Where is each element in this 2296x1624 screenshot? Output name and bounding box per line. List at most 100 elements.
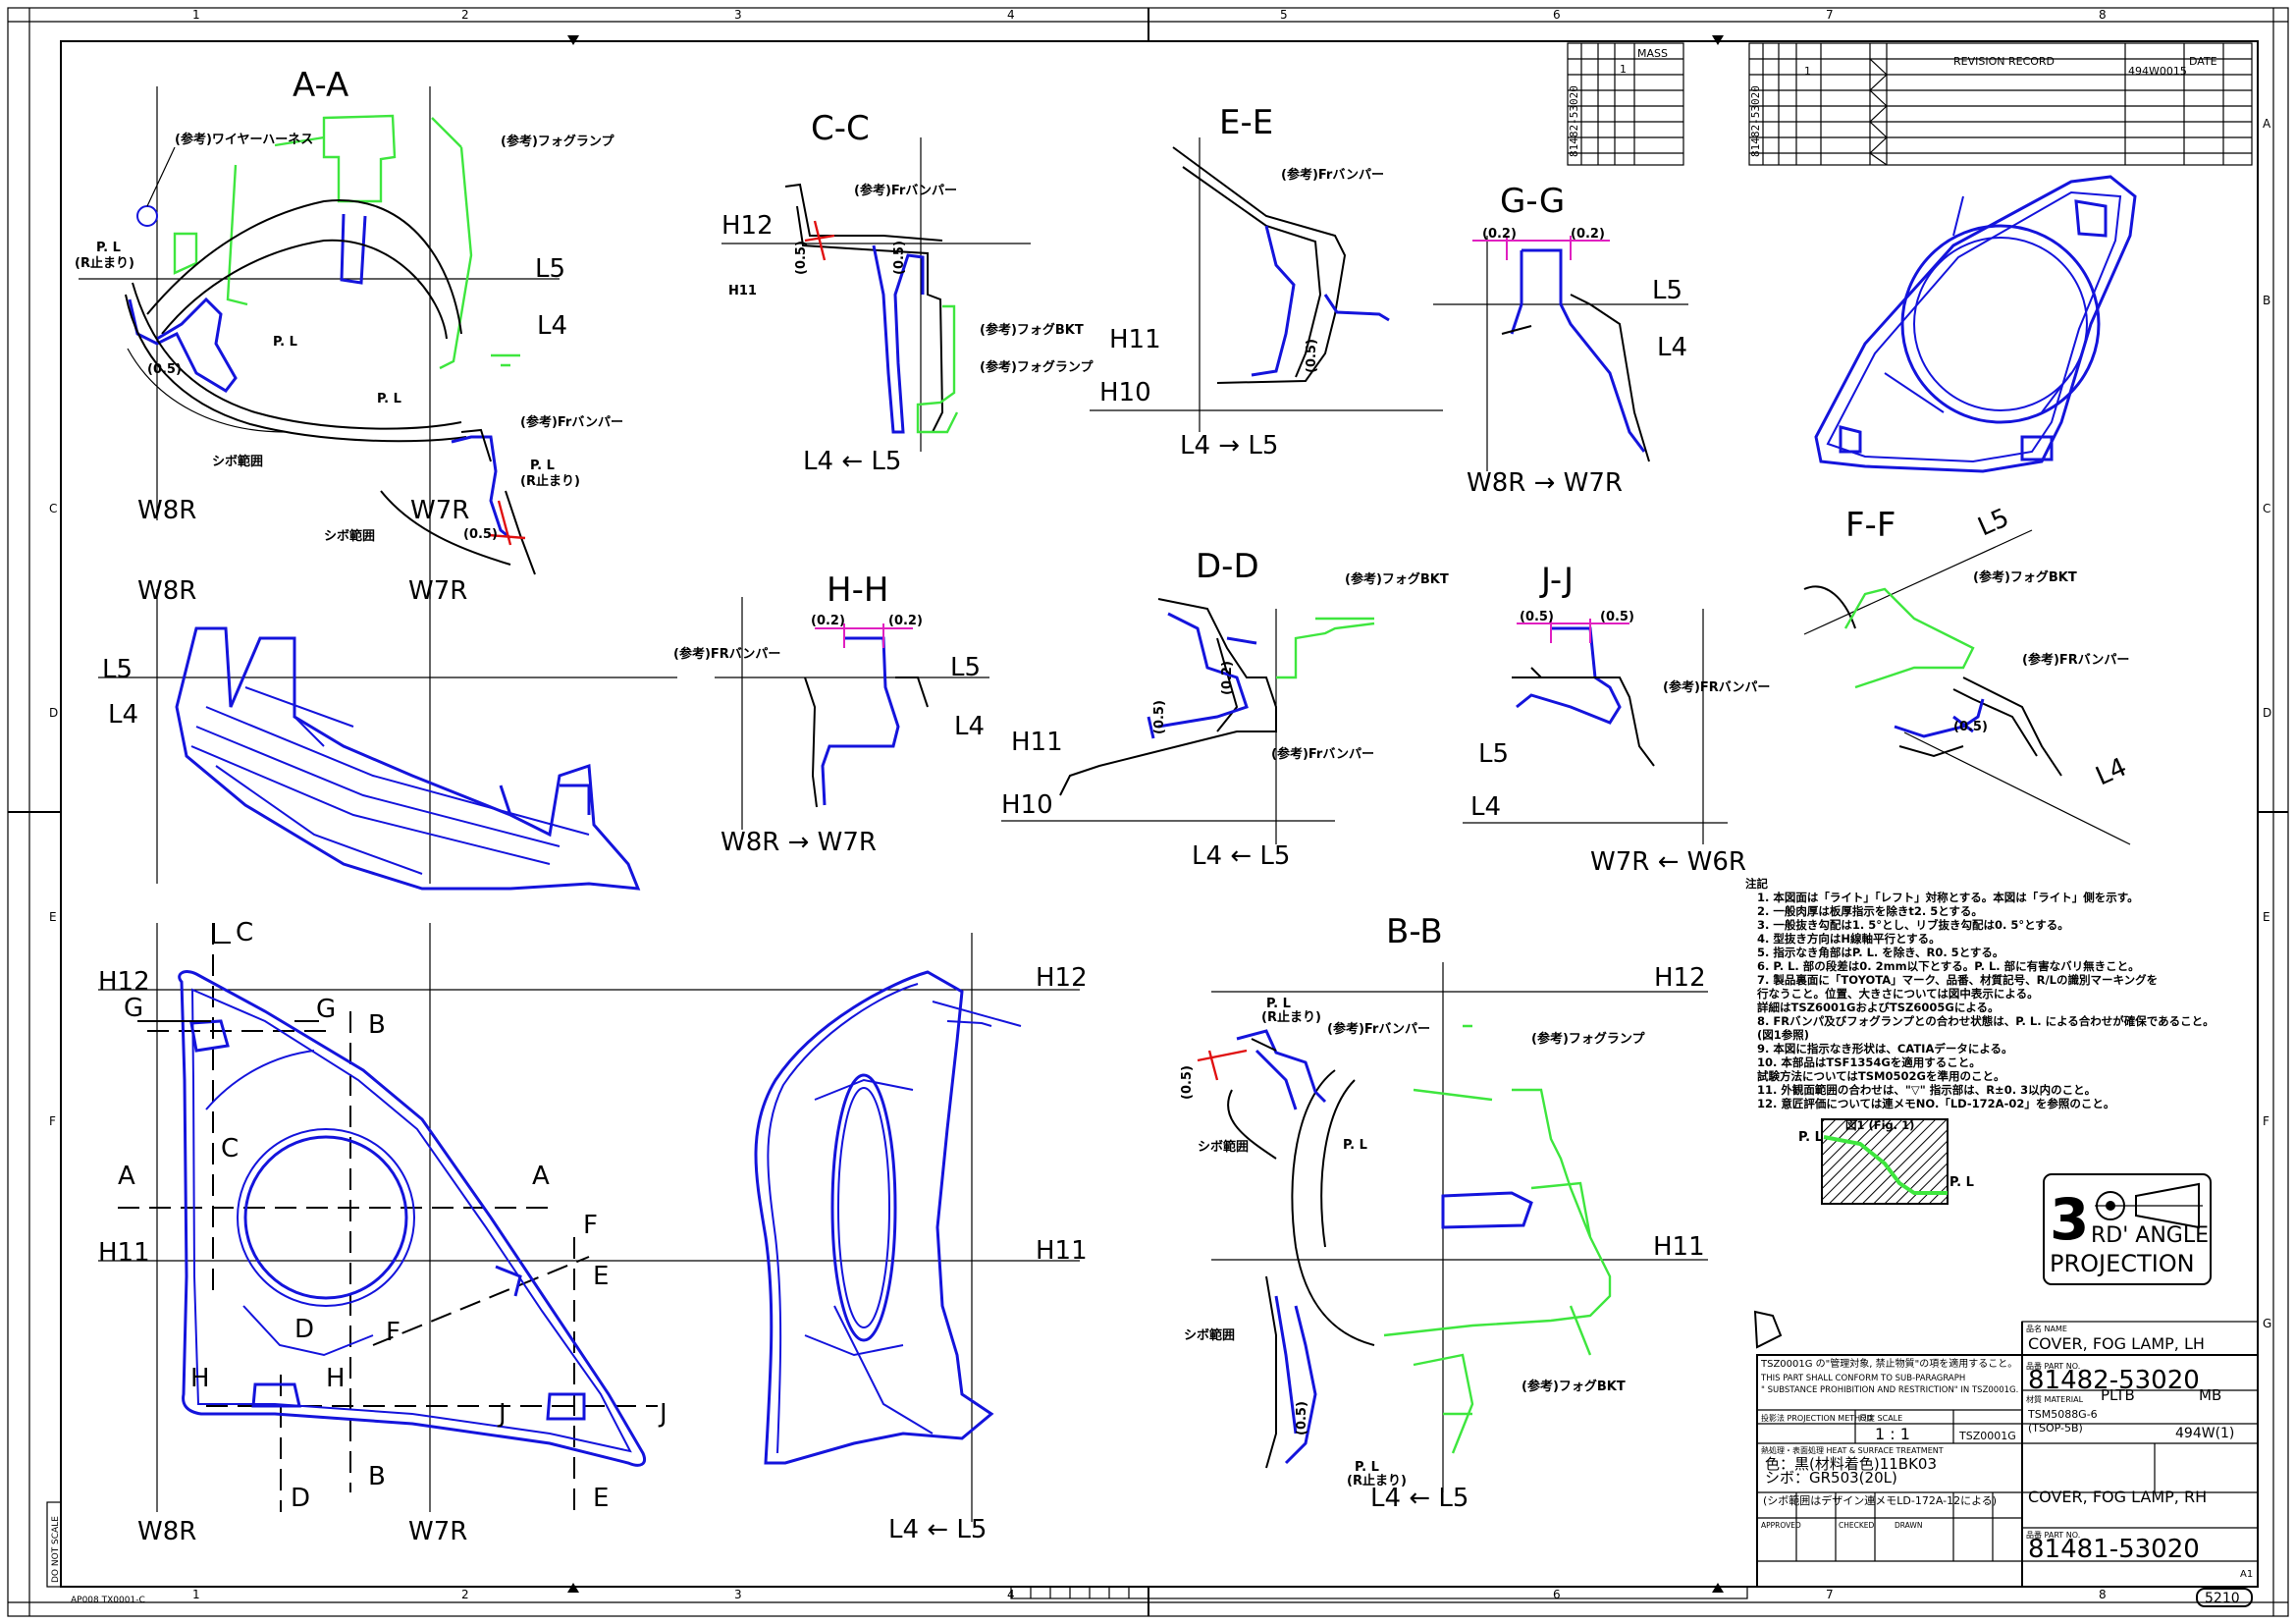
section-title: A-A (293, 66, 348, 105)
grid-row-right: A (2263, 117, 2271, 131)
ref-W8W7: W8R → W7R (721, 828, 877, 857)
dim-0.2: (0.2) (1220, 661, 1235, 695)
section-title: J-J (1539, 561, 1574, 600)
mass-label: MASS (1637, 47, 1668, 60)
callout-pl: P. L (1343, 1138, 1367, 1153)
ref-H12: H12 (1036, 963, 1088, 993)
grid-row-left: E (49, 910, 57, 924)
callout-fog-bkt: (参考)フォグBKT (1345, 571, 1449, 587)
ref-L5: L5 (535, 254, 565, 284)
ref-L4L5: L4 ← L5 (803, 447, 901, 476)
ref-J: J (658, 1399, 667, 1429)
ref-L5: L5 (1974, 503, 2014, 542)
ref-W8R: W8R (137, 1517, 196, 1546)
note-line: 2. 一般肉厚は板厚指示を除きt2. 5とする。 (1757, 904, 1983, 918)
callout-pl-r: (R止まり) (520, 473, 580, 489)
section-d-d: D-D (0.2) (0.5) (参考)フォグBKT (参考)Frバンパー H1… (1001, 547, 1449, 871)
ref-B: B (368, 1010, 386, 1040)
callout-foglamp: (参考)フォグランプ (501, 134, 614, 149)
ref-B: B (368, 1462, 386, 1491)
ref-H11: H11 (1109, 325, 1161, 354)
grid-col-bottom: 1 (192, 1588, 200, 1601)
grid-col-bottom: 3 (734, 1588, 742, 1601)
bottom-strip: AP008 TX0001-C DO NOT SCALE (46, 1501, 1748, 1605)
callout-pl-r: (R止まり) (1347, 1473, 1407, 1489)
ref-J: J (497, 1399, 507, 1429)
grid-row-right: B (2263, 294, 2270, 307)
material2: (TSOP-5B) (2028, 1422, 2083, 1435)
iso-view-top (1814, 175, 2137, 473)
approved-label: APPROVED (1761, 1521, 1801, 1530)
partno-lh: 81482-53020 (2028, 1366, 2200, 1395)
dim-0.5: (0.5) (1305, 339, 1319, 373)
section-title: G-G (1500, 182, 1565, 221)
ref-H10: H10 (1001, 790, 1053, 820)
ref-W7R: W7R (410, 496, 469, 525)
note-line: 12. 意匠評価については連メモNO.「LD-172A-02」を参照のこと。 (1757, 1097, 2114, 1110)
note-line: 11. 外観面範囲の合わせは、"▽" 指示部は、R±0. 3以内のこと。 (1757, 1083, 2096, 1097)
partno-label: 品番 PART NO. (2026, 1530, 2080, 1540)
section-title: C-C (811, 109, 870, 148)
grid-row-right: C (2263, 502, 2270, 515)
dim-0.5: (0.5) (1295, 1401, 1309, 1435)
callout-fog-bkt: (参考)フォグBKT (1522, 1379, 1626, 1394)
iso-view-mid: W8R W7R L5 L4 (98, 576, 677, 891)
ref-L4: L4 (954, 712, 985, 741)
std-line1: TSZ0001G の"管理対象, 禁止物質"の項を適用すること。 (1760, 1357, 2017, 1370)
model: 494W(1) (2175, 1426, 2234, 1441)
std-line2: THIS PART SHALL CONFORM TO SUB-PARAGRAPH (1760, 1374, 1965, 1383)
grid-row-right: G (2263, 1317, 2271, 1330)
std-line3: " SUBSTANCE PROHIBITION AND RESTRICTION"… (1761, 1385, 2018, 1395)
projection-symbol: 3 RD' ANGLE PROJECTION (2043, 1173, 2212, 1285)
dim-0.2: (0.2) (888, 614, 923, 628)
side-view: L4 ← L5 (754, 970, 1022, 1544)
material: TSM5088G-6 (2027, 1408, 2098, 1421)
callout-pl: P. L (1355, 1460, 1379, 1475)
callout-pl-r: (R止まり) (75, 255, 134, 271)
ref-L4to5: L4 → L5 (1180, 431, 1278, 460)
ref-E: E (593, 1484, 609, 1513)
callout-shibo: シボ範囲 (1184, 1327, 1235, 1343)
ref-L4L5: L4 ← L5 (1370, 1484, 1468, 1513)
ref-L4: L4 (2092, 752, 2132, 791)
qty: 1 (1804, 65, 1811, 78)
callout-shibo: シボ範囲 (324, 528, 375, 544)
checked-label: CHECKED (1839, 1521, 1875, 1530)
note-line: 4. 型抜き方向はH線軸平行とする。 (1757, 932, 1941, 946)
grain-note: (シボ範囲はデザイン連メモLD-172A-12による) (1763, 1493, 1997, 1507)
dim-0.5: (0.5) (1600, 610, 1634, 624)
surface-label: 熱処理・表面処理 HEAT & SURFACE TREATMENT (1761, 1445, 1944, 1455)
qty: 1 (1620, 63, 1627, 76)
grid-col-top: 5 (1280, 8, 1288, 22)
ref-L5: L5 (1478, 739, 1509, 769)
ref-H12: H12 (1654, 963, 1706, 993)
grid-row-left: F (49, 1114, 56, 1128)
callout-fr-bumper: (参考)Frバンパー (1281, 167, 1384, 183)
ref-H: H (326, 1364, 346, 1393)
grid-labels: 1 2 3 4 5 6 7 8 1 2 3 4 6 7 8 C D E F A … (49, 8, 2271, 1601)
callout-pl: P. L (1266, 997, 1291, 1011)
revision-table: REVISION RECORD DATE 494W0015 1 81482-53… (1748, 42, 2253, 166)
section-title: D-D (1196, 547, 1259, 586)
section-e-e: E-E (参考)Frバンパー (0.5) H11 H10 L4 → L5 (1090, 103, 1443, 460)
partno-rh: 81481-53020 (2028, 1535, 2200, 1564)
ref-F: F (386, 1318, 400, 1347)
ref-W7R: W7R (408, 576, 467, 606)
note-line: 試験方法についてはTSM0502Gを準用のこと。 (1757, 1069, 2004, 1083)
note-line: 1. 本図面は「ライト」「レフト」対称とする。本図は「ライト」側を示す。 (1757, 891, 2139, 904)
ref-H11: H11 (728, 284, 757, 298)
grid-col-top: 4 (1007, 8, 1015, 22)
grid-col-bottom: 2 (461, 1588, 469, 1601)
grid-col-top: 3 (734, 8, 742, 22)
ref-A: A (532, 1162, 550, 1191)
grid-row-right: E (2263, 910, 2270, 924)
side-partno: 81482-53020 (1568, 85, 1580, 157)
ref-H12: H12 (721, 211, 774, 241)
proj-num: 3 (2050, 1186, 2089, 1253)
std-no: TSZ0001G (1958, 1430, 2016, 1442)
grid-row-right: D (2263, 706, 2271, 720)
partno-label: 品番 PART NO. (2026, 1361, 2080, 1371)
ref-H11: H11 (1653, 1232, 1705, 1262)
ref-C: C (236, 918, 253, 947)
dim-0.2: (0.2) (811, 614, 845, 628)
